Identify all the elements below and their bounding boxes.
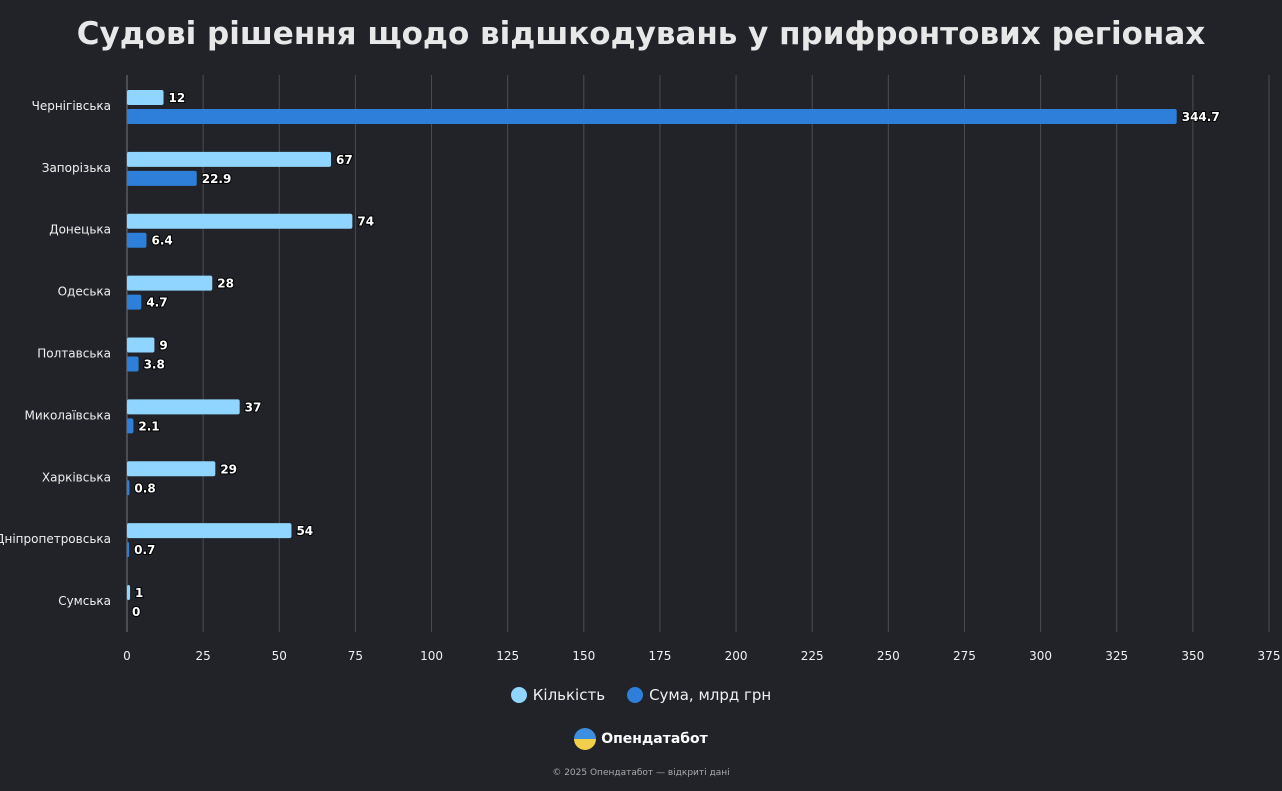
category-label: Донецька xyxy=(49,223,111,237)
category-label: Дніпропетровська xyxy=(0,532,111,546)
bar xyxy=(127,337,155,353)
data-label: 37 xyxy=(245,400,262,414)
bar-chart: 0 25 50 75 100 125 150 175 200 225 250 275 300 325 350… xyxy=(0,75,1281,663)
logo-icon xyxy=(574,728,597,750)
x-tick-label: 175 xyxy=(648,649,671,663)
bar xyxy=(127,151,332,167)
x-tick-label: 150 xyxy=(572,649,595,663)
data-label: 1 xyxy=(135,586,143,600)
legend-item-sum[interactable]: Сума, млрд грн xyxy=(627,686,771,704)
bar xyxy=(127,523,292,539)
data-label: 54 xyxy=(296,524,313,538)
x-tick-label: 200 xyxy=(725,649,748,663)
data-label: 4.7 xyxy=(146,296,167,310)
category-label: Сумська xyxy=(58,594,111,608)
legend-swatch xyxy=(510,687,527,703)
legend-label: Сума, млрд грн xyxy=(649,686,772,704)
legend-label: Кількість xyxy=(532,686,606,704)
category-label: Одеська xyxy=(58,285,111,299)
x-tick-label: 225 xyxy=(801,649,824,663)
x-tick-label: 325 xyxy=(1105,649,1128,663)
data-label: 0.8 xyxy=(134,481,155,495)
data-label: 0.7 xyxy=(134,543,155,557)
bar xyxy=(127,170,197,186)
category-label: Запорізька xyxy=(42,161,111,175)
chart-title: Судові рішення щодо відшкодувань у прифр… xyxy=(76,16,1206,52)
data-label: 28 xyxy=(217,277,234,291)
data-label: 12 xyxy=(169,91,186,105)
x-tick-label: 375 xyxy=(1258,649,1281,663)
bar xyxy=(127,356,139,372)
bar xyxy=(127,213,353,229)
bar xyxy=(127,232,147,248)
bar xyxy=(127,418,134,434)
x-tick-label: 0 xyxy=(123,649,131,663)
category-label: Чернігівська xyxy=(32,99,111,113)
footer: © 2025 Опендатабот — відкриті дані xyxy=(552,768,730,778)
x-tick-label: 300 xyxy=(1029,649,1052,663)
bar xyxy=(127,294,142,310)
data-label: 29 xyxy=(220,462,237,476)
data-label: 3.8 xyxy=(144,358,165,372)
category-label: Полтавська xyxy=(37,347,111,361)
bar xyxy=(127,585,131,601)
x-tick-label: 25 xyxy=(195,649,210,663)
data-label: 67 xyxy=(336,153,353,167)
bar xyxy=(127,542,130,558)
bar xyxy=(127,89,164,105)
brand-logo: Опендатабот xyxy=(0,728,1282,750)
x-tick-label: 125 xyxy=(496,649,519,663)
category-label: Харківська xyxy=(42,470,111,484)
data-label: 74 xyxy=(357,215,374,229)
x-tick-label: 250 xyxy=(877,649,900,663)
logo-text: Опендатабот xyxy=(601,731,708,747)
legend: Кількість Сума, млрд грн xyxy=(0,686,1282,704)
data-label: 344.7 xyxy=(1182,110,1220,124)
bar xyxy=(127,275,213,291)
bar xyxy=(127,108,1177,124)
data-label: 6.4 xyxy=(151,234,172,248)
data-label: 22.9 xyxy=(202,172,232,186)
legend-item-count[interactable]: Кількість xyxy=(510,686,606,704)
x-tick-label: 100 xyxy=(420,649,443,663)
legend-swatch xyxy=(627,687,644,703)
bar xyxy=(127,399,240,415)
data-label: 9 xyxy=(159,339,167,353)
x-tick-label: 50 xyxy=(272,649,287,663)
bar xyxy=(127,461,216,477)
data-label: 0 xyxy=(132,605,140,619)
bar xyxy=(127,480,130,496)
category-label: Миколаївська xyxy=(25,408,111,422)
x-tick-label: 75 xyxy=(348,649,363,663)
x-tick-label: 275 xyxy=(953,649,976,663)
x-tick-label: 350 xyxy=(1181,649,1204,663)
data-label: 2.1 xyxy=(138,419,159,433)
